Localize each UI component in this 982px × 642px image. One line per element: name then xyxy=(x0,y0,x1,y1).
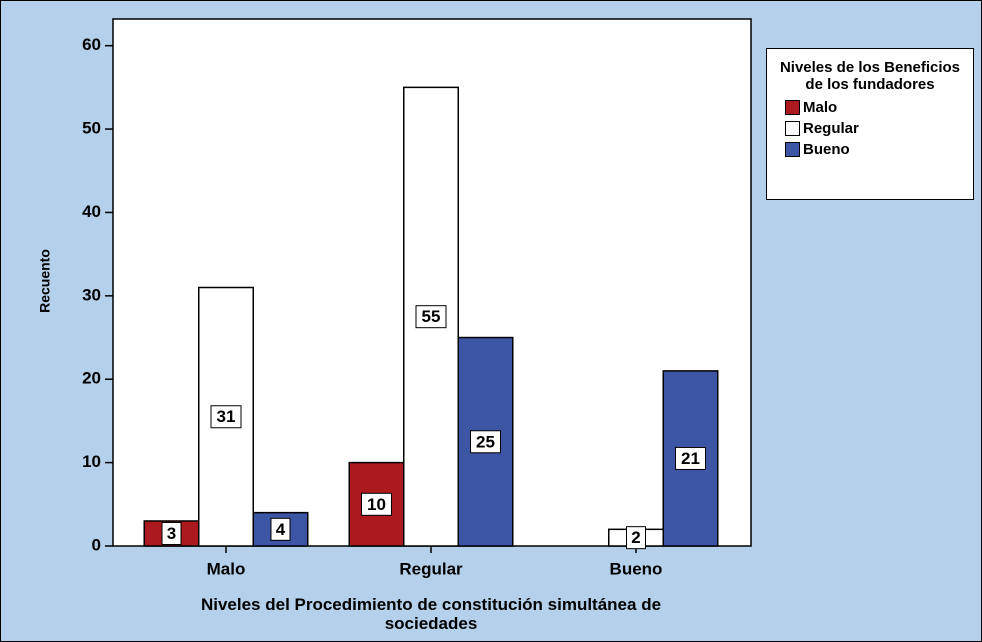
value-label: 21 xyxy=(681,449,700,468)
x-tick-label: Regular xyxy=(399,559,463,578)
x-axis-title: Niveles del Procedimiento de constitució… xyxy=(200,595,662,633)
legend-swatch xyxy=(785,142,800,157)
legend-label: Malo xyxy=(803,99,838,116)
value-label-box xyxy=(161,521,182,545)
value-label-box xyxy=(361,492,392,516)
legend-item: Regular xyxy=(785,118,973,139)
y-tick-label: 60 xyxy=(82,35,101,54)
y-tick-label: 0 xyxy=(92,535,101,554)
value-label-box xyxy=(415,305,447,329)
legend-item: Malo xyxy=(785,97,973,118)
value-label-box xyxy=(470,430,501,454)
y-tick-label: 30 xyxy=(82,285,101,304)
value-label-box xyxy=(270,517,291,541)
legend-swatch xyxy=(785,100,800,115)
legend-label: Regular xyxy=(803,120,859,137)
x-tick-label: Malo xyxy=(207,559,246,578)
legend-item: Bueno xyxy=(785,139,973,160)
value-label: 4 xyxy=(276,520,286,539)
value-label: 31 xyxy=(217,407,236,426)
value-label: 55 xyxy=(422,307,441,326)
y-tick-label: 50 xyxy=(82,119,101,138)
legend: Niveles de los Beneficios de los fundado… xyxy=(766,48,974,200)
legend-swatch xyxy=(785,121,800,136)
y-axis-title: Recuento xyxy=(37,249,53,313)
value-label: 2 xyxy=(631,528,640,547)
value-label-box xyxy=(675,446,706,470)
value-label: 25 xyxy=(476,432,495,451)
value-label-box xyxy=(210,405,242,429)
value-label: 3 xyxy=(167,524,176,543)
value-label: 10 xyxy=(367,495,386,514)
legend-label: Bueno xyxy=(803,141,850,158)
y-tick-label: 20 xyxy=(82,369,101,388)
y-tick-label: 40 xyxy=(82,202,101,221)
x-tick-label: Bueno xyxy=(610,559,663,578)
y-tick-label: 10 xyxy=(82,452,101,471)
legend-title: Niveles de los Beneficios de los fundado… xyxy=(779,59,961,93)
value-label-box xyxy=(626,526,646,550)
